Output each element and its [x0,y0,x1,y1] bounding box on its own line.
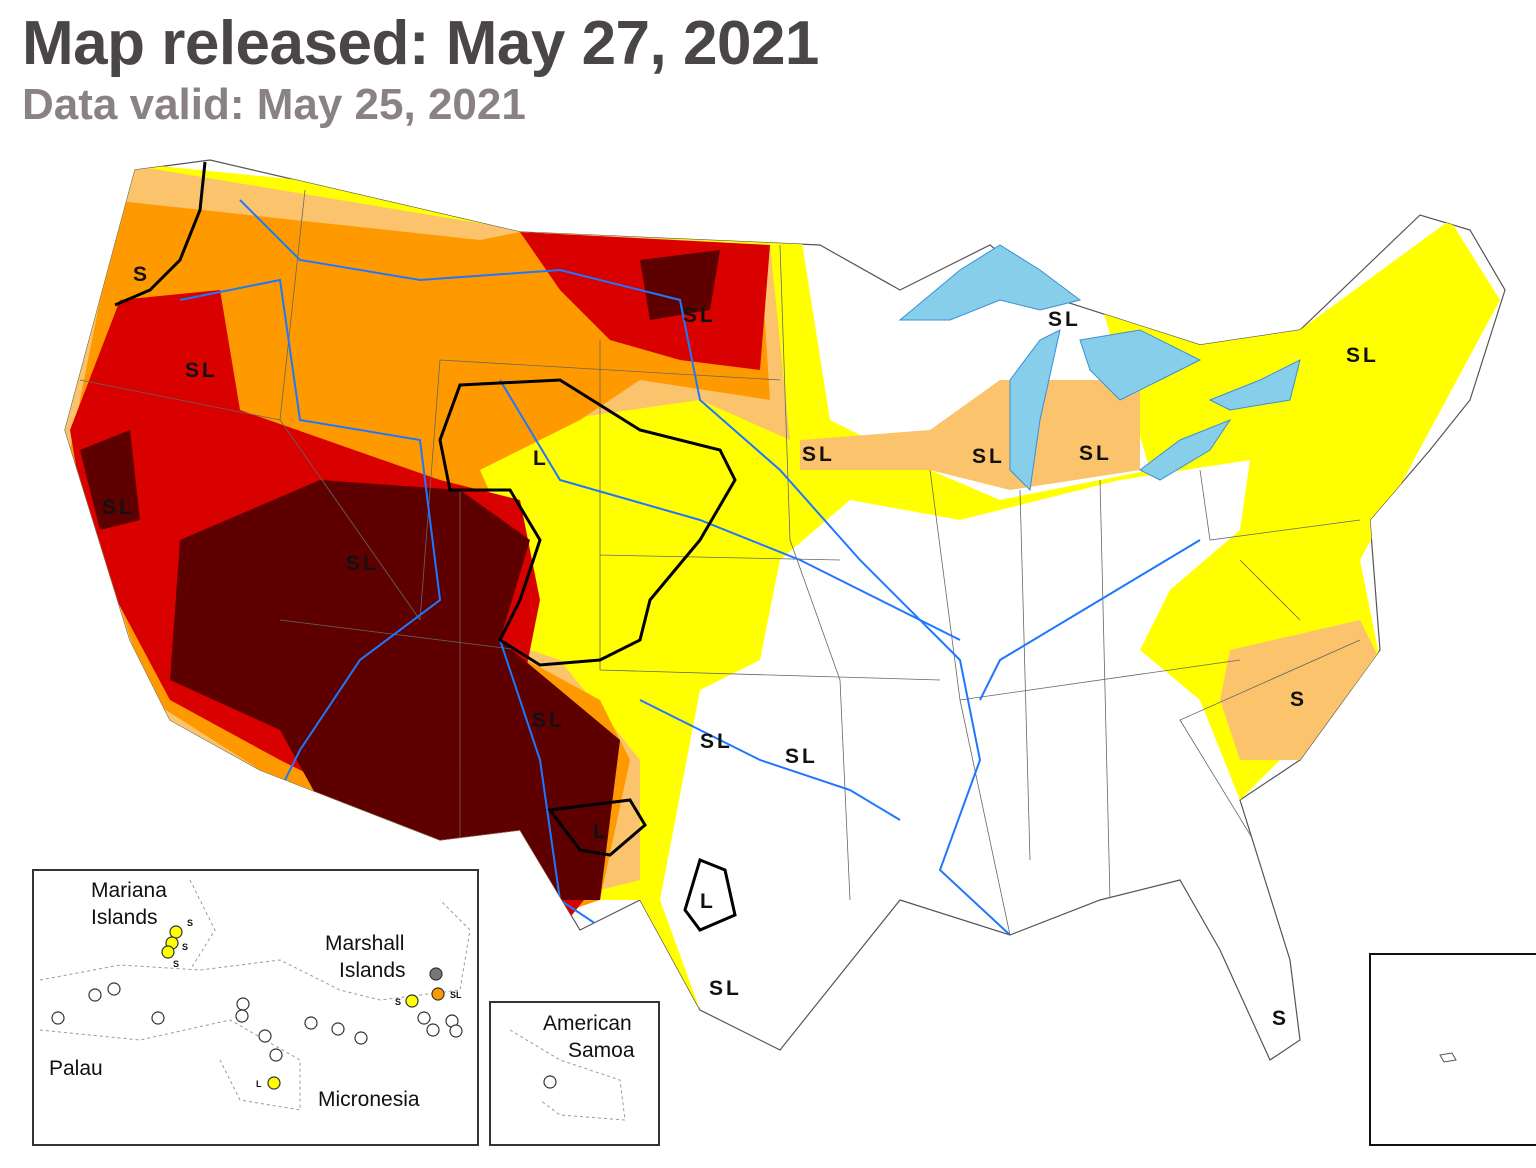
american-samoa-inset: American Samoa [489,1001,660,1146]
impact-label-sl: SL [802,443,835,466]
impact-boundaries [114,161,737,932]
impact-label-sl: SL [346,552,379,575]
data-valid-subtitle: Data valid: May 25, 2021 [22,80,526,129]
impact-label-sl: SL [1048,308,1081,331]
impact-label-sl: SL [709,977,742,1000]
impact-label-s: S [395,997,401,1007]
d4-area-california [80,430,140,530]
impact-label-sl: SL [683,304,716,327]
island-markers [51,925,463,1090]
impact-label-sl: SL [102,496,135,519]
d1-area-carolinas [1220,620,1380,760]
impact-label-sl: SL [1079,442,1112,465]
rivers [179,199,1201,941]
impact-label-sl: SL [450,990,462,1000]
long-term-boundary-nm [547,798,647,857]
impact-label-l: L [533,447,549,470]
mariana-label: Mariana [91,879,167,902]
d4-area-dakota [640,250,720,320]
conus-map: SL SL SL SL SL SL SL SL SL SL SL SL SL S… [64,159,1506,1061]
impact-label-s: S [173,959,179,969]
impact-label-sl: SL [972,445,1005,468]
impact-label-s: S [182,942,188,952]
palau-label: Palau [49,1057,103,1080]
samoa-label: American [543,1012,632,1035]
impact-label-s: S [1272,1007,1289,1030]
samoa-label: Samoa [568,1039,635,1062]
d4-area-southwest [170,480,620,900]
marshall-label: Islands [339,959,406,982]
marshall-label: Marshall [325,932,404,955]
impact-label-sl: SL [700,730,733,753]
mariana-label: Islands [91,906,158,929]
short-term-boundary-pnw [114,161,207,307]
impact-label-l: L [256,1079,262,1089]
map-release-title: Map released: May 27, 2021 [22,9,819,78]
impact-label-s: S [187,918,193,928]
pacific-islands-inset: Mariana Islands Marshall Islands Palau M… [32,869,479,1146]
impact-label-s: S [1290,688,1307,711]
impact-label-sl: SL [185,359,218,382]
d1-area-michigan [800,380,1140,490]
puerto-rico-inset [1369,953,1536,1146]
impact-label-sl: SL [785,745,818,768]
impact-label-l: L [700,890,716,913]
great-lakes [898,244,1301,492]
impact-label-s: S [133,263,150,286]
state-borders [79,189,1361,936]
impact-label-sl: SL [532,709,565,732]
impact-labels: SL SL SL SL SL SL SL SL SL SL SL SL SL S… [102,263,1379,1030]
long-term-boundary-plains [438,378,737,667]
island-marker [543,1075,557,1089]
micronesia-label: Micronesia [318,1088,420,1111]
impact-label-sl: SL [1346,344,1379,367]
impact-label-l: L [593,820,609,843]
long-term-boundary-tx [683,857,737,932]
